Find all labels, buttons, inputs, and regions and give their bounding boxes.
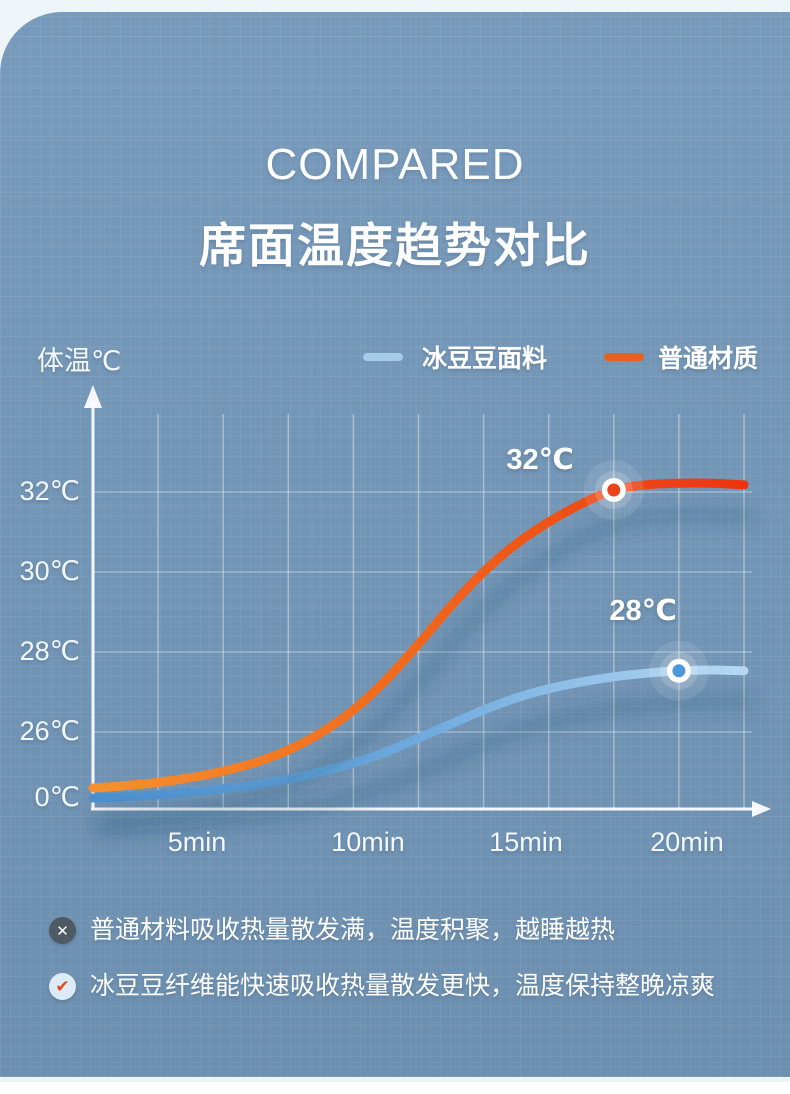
- chart-legend: 冰豆豆面料 普通材质: [0, 339, 790, 373]
- note-text: 普通材料吸收热量散发满，温度积聚，越睡越热: [90, 916, 616, 944]
- legend-swatch-ice-fabric: [363, 353, 403, 361]
- y-axis-arrow-icon: [84, 385, 102, 408]
- curves: [88, 478, 749, 803]
- data-point-markers: [583, 460, 709, 701]
- y-tick-label: 26℃: [19, 716, 80, 746]
- x-tick-label: 10min: [331, 827, 405, 857]
- y-tick-label: 32℃: [19, 476, 80, 506]
- y-tick-label: 28℃: [19, 636, 80, 666]
- note-ordinary-material: ✕ 普通材料吸收热量散发满，温度积聚，越睡越热: [49, 915, 769, 946]
- title-english: COMPARED: [265, 140, 525, 189]
- x-axis-arrow-icon: [752, 801, 771, 817]
- x-tick-label: 5min: [167, 827, 227, 857]
- x-circle-icon: ✕: [49, 917, 76, 944]
- curve-ice-fabric: [88, 665, 749, 803]
- legend-label-ice-fabric: 冰豆豆面料: [422, 345, 548, 373]
- check-circle-icon: ✔: [49, 973, 76, 1000]
- legend-swatch-ordinary: [604, 353, 644, 361]
- y-tick-label: 30℃: [19, 556, 80, 586]
- x-tick-label: 20min: [650, 827, 724, 857]
- y-axis-title: 体温℃: [37, 346, 122, 376]
- comparison-panel: COMPARED 席面温度趋势对比 体温℃ 冰豆豆面料 普通材质 32℃ 30℃ 2…: [0, 12, 790, 1077]
- note-ice-fabric: ✔ 冰豆豆纤维能快速吸收热量散发更快，温度保持整晚凉爽: [49, 971, 769, 1002]
- annotation-peak-ordinary: 32℃: [506, 444, 574, 476]
- marker-28℃: [648, 640, 709, 701]
- x-tick-label: 15min: [489, 827, 563, 857]
- annotation-peak-ice-fabric: 28℃: [609, 595, 677, 627]
- legend-label-ordinary: 普通材质: [658, 345, 759, 373]
- note-text: 冰豆豆纤维能快速吸收热量散发更快，温度保持整晚凉爽: [90, 972, 716, 1000]
- curve-ordinary: [88, 478, 749, 793]
- y-tick-label: 0℃: [34, 782, 80, 812]
- page-title: 席面温度趋势对比: [199, 219, 591, 272]
